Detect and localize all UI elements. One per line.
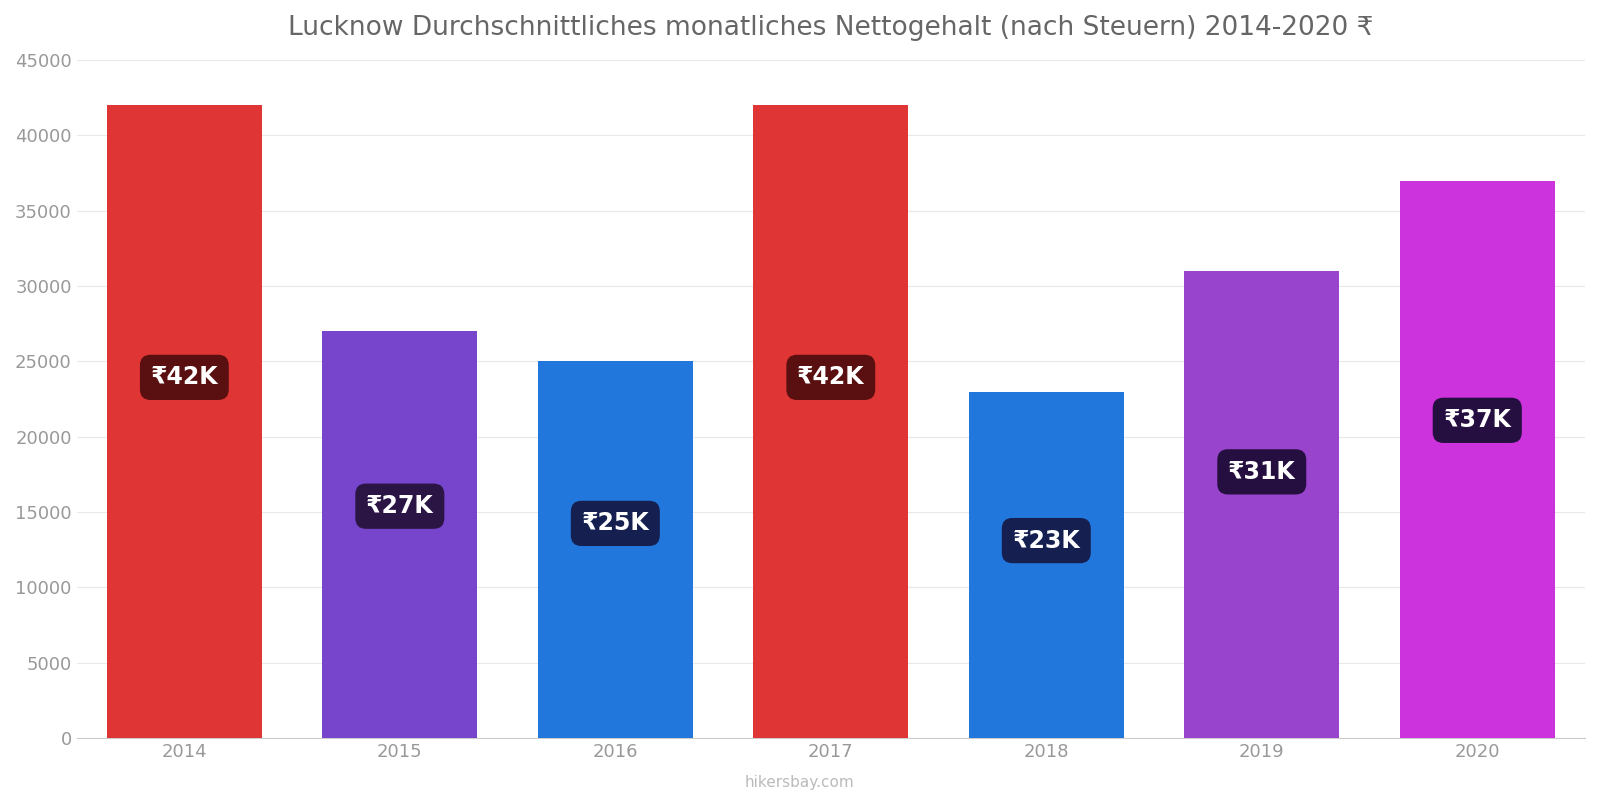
Text: ₹42K: ₹42K	[150, 366, 218, 390]
Title: Lucknow Durchschnittliches monatliches Nettogehalt (nach Steuern) 2014-2020 ₹: Lucknow Durchschnittliches monatliches N…	[288, 15, 1373, 41]
Text: ₹37K: ₹37K	[1443, 408, 1510, 432]
Bar	[1184, 271, 1339, 738]
Bar	[968, 391, 1123, 738]
Text: ₹27K: ₹27K	[366, 494, 434, 518]
Text: ₹31K: ₹31K	[1227, 460, 1296, 484]
Bar	[538, 362, 693, 738]
Text: ₹25K: ₹25K	[581, 511, 650, 535]
Bar	[754, 106, 909, 738]
Bar	[1400, 181, 1555, 738]
Text: ₹42K: ₹42K	[797, 366, 864, 390]
Text: ₹23K: ₹23K	[1013, 529, 1080, 553]
Text: hikersbay.com: hikersbay.com	[746, 775, 854, 790]
Bar	[322, 331, 477, 738]
Bar	[107, 106, 262, 738]
